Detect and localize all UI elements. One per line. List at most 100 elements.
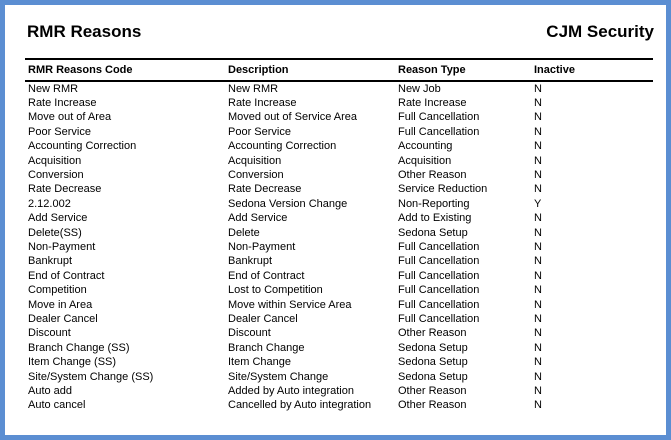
table-row: Poor Service Poor Service Full Cancellat… [25,125,653,139]
cell-reason-type: Other Reason [398,327,467,340]
cell-rmr-reasons-code: Delete(SS) [28,226,82,239]
cell-rmr-reasons-code: End of Contract [28,269,105,282]
cell-reason-type: Other Reason [398,168,467,181]
cell-rmr-reasons-code: Item Change (SS) [28,356,117,369]
cell-rmr-reasons-code: Competition [28,284,87,297]
cell-reason-type: Sedona Setup [398,370,468,383]
table-row: Bankrupt Bankrupt Full Cancellation N [25,255,653,269]
cell-description: Branch Change [228,341,305,354]
cell-rmr-reasons-code: New RMR [28,82,79,95]
cell-rmr-reasons-code: Acquisition [28,154,82,167]
cell-inactive: N [534,298,542,311]
cell-inactive: N [534,356,542,369]
cell-inactive: N [534,168,542,181]
table-body: New RMR New RMR New Job N Rate Increase … [25,81,653,413]
cell-description: Non-Payment [228,240,296,253]
cell-description: Bankrupt [228,255,273,268]
cell-description: Sedona Version Change [228,197,348,210]
table-row: Discount Discount Other Reason N [25,327,653,341]
cell-inactive: N [534,370,542,383]
cell-description: Cancelled by Auto integration [228,399,372,412]
table-row: Conversion Conversion Other Reason N [25,168,653,182]
cell-reason-type: Full Cancellation [398,313,480,325]
report-header: RMR Reasons CJM Security [27,22,654,42]
table-row: Acquisition Acquisition Acquisition N [25,154,653,168]
cell-inactive: N [534,154,542,167]
cell-inactive: N [534,140,542,153]
cell-rmr-reasons-code: Auto add [28,385,73,398]
cell-reason-type: Add to Existing [398,212,472,225]
cell-rmr-reasons-code: Auto cancel [28,399,86,412]
cell-inactive: N [534,183,542,196]
cell-rmr-reasons-code: Bankrupt [28,255,73,268]
cell-reason-type: Full Cancellation [398,240,480,253]
cell-inactive: N [534,82,542,95]
cell-rmr-reasons-code: Accounting Correction [28,140,137,153]
table-row: Item Change (SS) Item Change Sedona Setu… [25,356,653,370]
cell-rmr-reasons-code: Rate Increase [28,96,97,109]
cell-rmr-reasons-code: Move in Area [28,298,93,311]
cell-inactive: N [534,255,542,268]
cell-description: Poor Service [228,125,291,138]
table-header-row: RMR Reasons Code Description Reason Type… [25,58,653,82]
cell-rmr-reasons-code: 2.12.002 [28,197,71,210]
cell-reason-type: Acquisition [398,154,452,167]
table-row: Rate Increase Rate Increase Rate Increas… [25,96,653,110]
cell-inactive: N [534,240,542,253]
column-header-rmr-reasons-code: RMR Reasons Code [25,58,225,82]
column-header-description: Description [225,58,395,82]
cell-inactive: N [534,313,542,325]
table-row: Auto add Added by Auto integration Other… [25,385,653,399]
cell-rmr-reasons-code: Add Service [28,212,88,225]
cell-inactive: N [534,284,542,297]
table-row: Auto cancel Cancelled by Auto integratio… [25,399,653,413]
cell-reason-type: Full Cancellation [398,269,480,282]
cell-description: Accounting Correction [228,140,337,153]
cell-inactive: N [534,96,542,109]
cell-reason-type: Rate Increase [398,96,467,109]
cell-description: End of Contract [228,269,305,282]
cell-inactive: N [534,327,542,340]
table-row: Move in Area Move within Service Area Fu… [25,298,653,312]
cell-description: Moved out of Service Area [228,111,358,124]
cell-description: Item Change [228,356,291,369]
cell-description: Added by Auto integration [228,385,354,398]
table-row: Rate Decrease Rate Decrease Service Redu… [25,183,653,197]
cell-reason-type: Accounting [398,140,453,153]
cell-rmr-reasons-code: Non-Payment [28,240,96,253]
column-header-reason-type: Reason Type [395,58,531,82]
cell-reason-type: Full Cancellation [398,298,480,311]
table-row: New RMR New RMR New Job N [25,81,653,96]
cell-reason-type: Full Cancellation [398,255,480,268]
cell-inactive: N [534,269,542,282]
table-row: 2.12.002 Sedona Version Change Non-Repor… [25,197,653,211]
cell-reason-type: Sedona Setup [398,226,468,239]
cell-inactive: N [534,226,542,239]
rmr-reasons-table: RMR Reasons Code Description Reason Type… [25,58,653,413]
table-row: Dealer Cancel Dealer Cancel Full Cancell… [25,313,653,327]
cell-reason-type: Sedona Setup [398,341,468,354]
cell-rmr-reasons-code: Conversion [28,168,84,181]
cell-description: New RMR [228,82,279,95]
cell-description: Lost to Competition [228,284,323,297]
cell-reason-type: Other Reason [398,385,467,398]
cell-reason-type: New Job [398,82,441,95]
cell-rmr-reasons-code: Poor Service [28,125,91,138]
cell-reason-type: Sedona Setup [398,356,468,369]
cell-inactive: Y [534,197,542,210]
cell-description: Rate Increase [228,96,297,109]
table-row: Site/System Change (SS) Site/System Chan… [25,370,653,384]
table-row: Branch Change (SS) Branch Change Sedona … [25,341,653,355]
cell-inactive: N [534,111,542,124]
cell-reason-type: Full Cancellation [398,111,480,124]
cell-rmr-reasons-code: Site/System Change (SS) [28,370,154,383]
cell-inactive: N [534,385,542,398]
table-row: Non-Payment Non-Payment Full Cancellatio… [25,240,653,254]
company-name: CJM Security [546,22,654,41]
cell-description: Dealer Cancel [228,313,298,325]
cell-inactive: N [534,399,542,412]
cell-rmr-reasons-code: Discount [28,327,71,340]
cell-inactive: N [534,212,542,225]
cell-description: Add Service [228,212,288,225]
